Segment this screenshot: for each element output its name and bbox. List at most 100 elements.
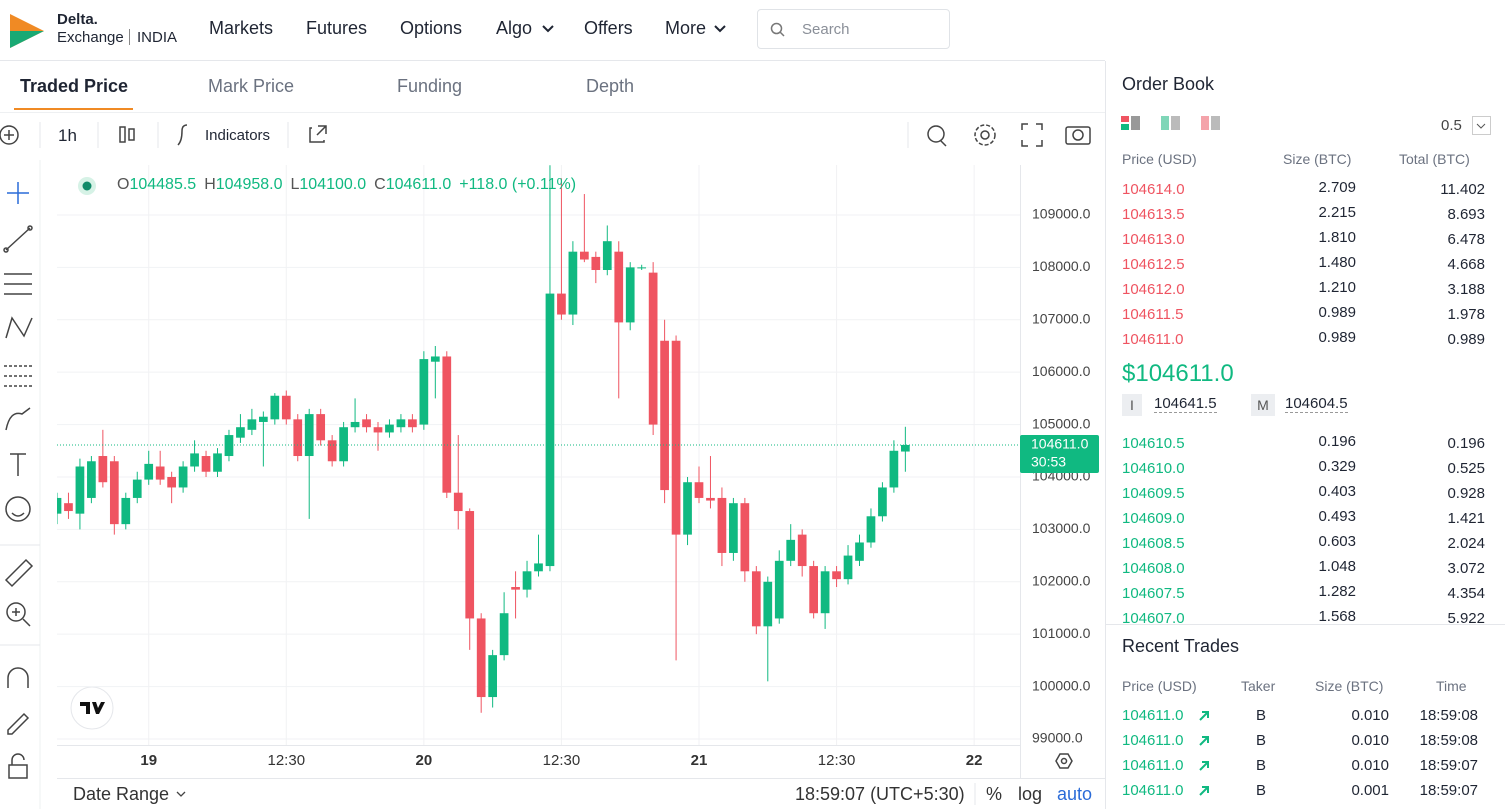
step-dropdown[interactable]	[1472, 116, 1491, 135]
date-range-button[interactable]: Date Range	[73, 784, 170, 804]
ask-size: 2.215	[1318, 204, 1356, 221]
candle-body	[774, 560, 784, 619]
trade-price: 104611.0	[1122, 707, 1184, 724]
legend-change: +118.0 (+0.11%)	[459, 176, 577, 193]
x-tick-label: 20	[416, 752, 433, 769]
candle-body	[109, 461, 119, 525]
bid-size: 1.282	[1318, 583, 1356, 600]
y-tick-label: 99000.0	[1032, 730, 1083, 746]
ask-price: 104614.0	[1122, 181, 1185, 198]
bid-size: 0.329	[1318, 458, 1356, 475]
ask-total: 8.693	[1447, 206, 1485, 223]
arrow-icon	[1199, 736, 1209, 746]
bid-price: 104610.0	[1122, 460, 1185, 477]
tab[interactable]: Depth	[586, 76, 635, 96]
candle-body	[373, 427, 383, 433]
column-header: Total (BTC)	[1399, 151, 1470, 167]
price-step[interactable]: 0.5	[1441, 117, 1462, 134]
nav-link[interactable]: More	[665, 18, 707, 38]
ask-size: 2.709	[1318, 179, 1356, 196]
nav-link[interactable]: Options	[400, 18, 463, 38]
ask-total: 11.402	[1440, 181, 1485, 198]
y-tick-label: 106000.0	[1032, 363, 1091, 379]
bid-total: 0.196	[1447, 435, 1485, 452]
candle-body	[419, 359, 429, 425]
ask-price: 104613.0	[1122, 231, 1185, 248]
bid-price: 104609.0	[1122, 510, 1185, 527]
x-tick-label: 21	[691, 752, 708, 769]
ask-price: 104611.0	[1122, 331, 1184, 348]
logo-icon	[10, 14, 44, 48]
nav-link[interactable]: Markets	[209, 18, 274, 38]
index-badge: I	[1122, 394, 1142, 416]
trade-price: 104611.0	[1122, 732, 1184, 749]
legend-value: 104611.0	[385, 176, 452, 193]
column-header: Price (USD)	[1122, 678, 1197, 694]
ask-total: 6.478	[1447, 231, 1485, 248]
candle-body	[98, 456, 108, 483]
percent-button[interactable]: %	[986, 784, 1003, 804]
candle-body	[843, 555, 853, 580]
candle-body	[293, 419, 303, 457]
candle-body	[511, 587, 520, 590]
candle-body	[87, 461, 96, 498]
candle-body	[132, 479, 142, 498]
mark-badge: M	[1251, 394, 1275, 416]
trade-size: 0.001	[1351, 782, 1389, 799]
column-header: Size (BTC)	[1315, 678, 1384, 694]
x-tick-label: 12:30	[818, 752, 856, 769]
legend-key: H	[204, 176, 216, 193]
column-header: Taker	[1241, 678, 1276, 694]
candle-body	[786, 539, 796, 561]
indicators-button[interactable]: Indicators	[205, 127, 271, 144]
tab[interactable]: Funding	[397, 76, 463, 96]
candle-body	[327, 440, 337, 462]
candle-body	[751, 571, 761, 627]
tab[interactable]: Traded Price	[20, 76, 129, 96]
candle-body	[362, 419, 371, 428]
trade-price: 104611.0	[1122, 782, 1184, 799]
interval-button[interactable]: 1h	[58, 126, 77, 145]
auto-button[interactable]: auto	[1057, 784, 1093, 804]
ask-price: 104612.5	[1122, 256, 1185, 273]
trade-price: 104611.0	[1122, 757, 1184, 774]
search-box[interactable]: Search	[757, 9, 950, 49]
candle-body	[591, 256, 601, 271]
settings-icon	[1055, 753, 1073, 769]
y-tick-label: 100000.0	[1032, 677, 1091, 693]
price-tag-label: 104611.0	[1031, 436, 1089, 452]
bid-size: 1.568	[1318, 608, 1356, 625]
y-tick-label: 105000.0	[1032, 415, 1091, 431]
candle-body	[614, 251, 624, 323]
bid-price: 104609.5	[1122, 485, 1185, 502]
bid-total: 5.922	[1447, 610, 1485, 627]
nav-link[interactable]: Futures	[306, 18, 368, 38]
trade-size: 0.010	[1351, 757, 1389, 774]
candle-body	[442, 356, 452, 493]
chevron	[176, 791, 186, 797]
trade-taker: B	[1256, 757, 1267, 774]
candle-body	[820, 571, 830, 614]
nav-link[interactable]: Offers	[584, 18, 633, 38]
candle-body	[683, 482, 692, 535]
candle-body	[465, 511, 475, 619]
logo-text: Delta.	[57, 11, 98, 28]
trade-time: 18:59:08	[1419, 732, 1478, 749]
trade-taker: B	[1256, 732, 1267, 749]
tab[interactable]: Mark Price	[208, 76, 295, 96]
candle-body	[201, 456, 211, 472]
log-button[interactable]: log	[1018, 784, 1043, 804]
nav-link[interactable]: Algo	[496, 18, 533, 38]
trade-size: 0.010	[1351, 707, 1389, 724]
chart: 99000.0 100000.0 101000.0 102000.0 103000.0 1…	[0, 60, 1105, 809]
candle-body	[396, 419, 406, 428]
y-tick-label: 108000.0	[1032, 258, 1091, 274]
y-tick-label: 103000.0	[1032, 520, 1091, 536]
book-view-icons[interactable]	[1120, 114, 1226, 134]
candle-body	[660, 340, 669, 491]
arrow-icon	[1199, 786, 1209, 796]
trade-taker: B	[1256, 782, 1267, 799]
candle-body	[625, 267, 635, 323]
candle-body	[637, 267, 647, 269]
trade-taker: B	[1256, 707, 1267, 724]
